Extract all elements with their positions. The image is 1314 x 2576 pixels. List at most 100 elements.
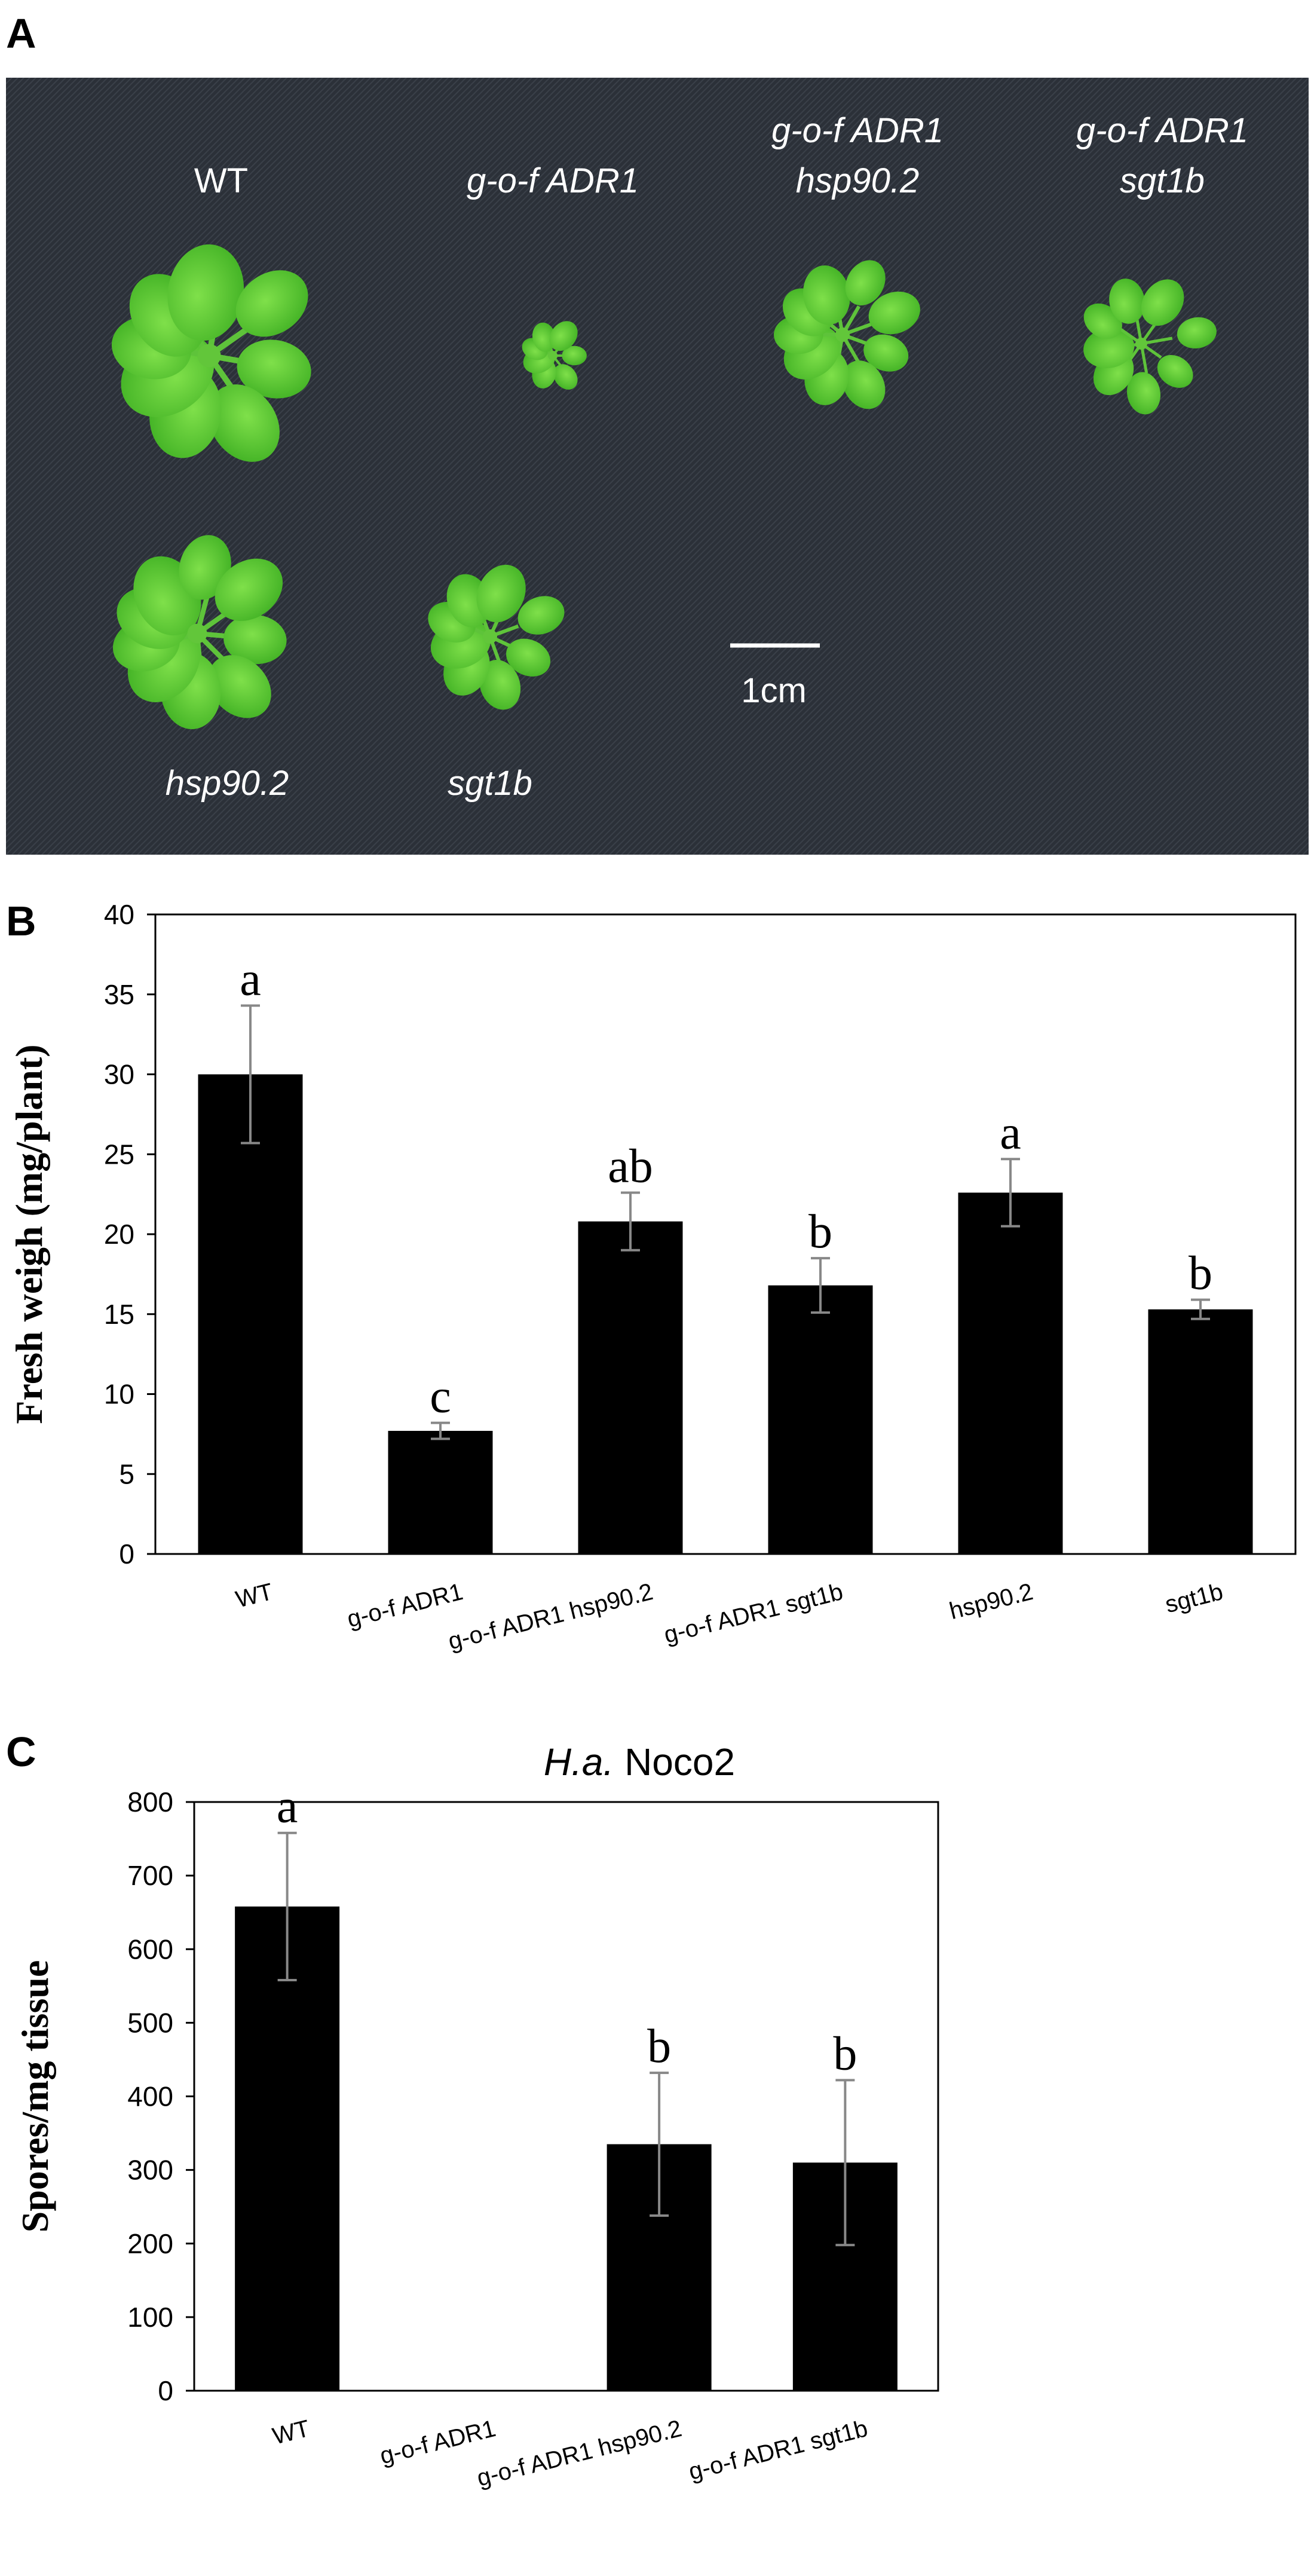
plant-photo: 1cm WT g-o-f ADR1 g-o-f ADR1 hsp90.2 g-o…	[6, 78, 1309, 855]
rosette-center	[483, 629, 497, 644]
label-hsp90: hsp90.2	[166, 764, 289, 803]
y-tick-label: 300	[127, 2155, 173, 2186]
rosette	[428, 564, 565, 710]
y-axis-label: Spores/mg tissue	[14, 1960, 56, 2233]
y-tick-label: 15	[104, 1299, 134, 1330]
y-tick-label: 600	[127, 1933, 173, 1965]
leaf	[532, 322, 556, 352]
category-label: g-o-f ADR1 sgt1b	[661, 1578, 846, 1648]
rosette-center	[835, 328, 850, 342]
significance-label: a	[1000, 1106, 1021, 1159]
bar	[388, 1431, 493, 1554]
rosette-center	[1135, 338, 1147, 350]
y-tick-label: 0	[158, 2375, 173, 2406]
y-axis-label: Fresh weigh (mg/plant)	[8, 1044, 50, 1424]
y-tick-label: 700	[127, 1860, 173, 1891]
leaf	[476, 564, 526, 623]
spores-chart: 0 100 200 300 400 500 600 700 800 Spores/mg tissu…	[14, 1780, 939, 2492]
significance-label: c	[430, 1370, 451, 1423]
leaf	[1141, 279, 1184, 326]
label-wt: WT	[194, 161, 248, 200]
category-label: g-o-f ADR1 sgt1b	[686, 2415, 870, 2485]
category-label: g-o-f ADR1 hsp90.2	[474, 2415, 685, 2492]
label-gof-adr1-hsp-line1: g-o-f ADR1	[771, 111, 944, 150]
fresh-weight-chart: 0 5 10 15 20 25 30 35 40 Fresh weigh (mg/plant) a W…	[8, 899, 1297, 1655]
leaf	[845, 260, 886, 305]
y-tick-label: 800	[127, 1786, 173, 1818]
leaf	[1109, 279, 1145, 324]
leaf	[1177, 317, 1217, 349]
plot-frame	[154, 913, 1297, 1555]
leaf	[208, 384, 280, 462]
rosette	[773, 260, 920, 409]
bar	[768, 1285, 873, 1554]
y-tick-label: 500	[127, 2007, 173, 2038]
leaf	[868, 291, 920, 335]
significance-label: a	[277, 1780, 298, 1833]
bar	[198, 1074, 303, 1554]
rosette	[522, 321, 587, 390]
y-tick-label: 25	[104, 1139, 134, 1170]
y-tick-label: 400	[127, 2081, 173, 2112]
category-label: hsp90.2	[947, 1578, 1036, 1624]
leaf	[1126, 372, 1161, 415]
significance-label: b	[647, 2020, 671, 2073]
panel-a-letter: A	[6, 10, 36, 57]
leaf	[215, 558, 283, 621]
leaf	[479, 659, 521, 710]
category-label: g-o-f ADR1	[377, 2415, 498, 2470]
category-label: sgt1b	[1163, 1578, 1226, 1618]
y-tick-label: 200	[127, 2228, 173, 2259]
leaf	[167, 244, 244, 341]
leaf	[842, 360, 886, 409]
y-tick-label: 0	[119, 1538, 134, 1570]
bar	[578, 1221, 683, 1554]
chart-c-title-rest: Noco2	[614, 1740, 735, 1783]
rosettes	[111, 244, 1217, 730]
label-sgt1b: sgt1b	[448, 764, 532, 803]
rosette	[112, 535, 287, 730]
y-tick-label: 5	[119, 1458, 134, 1489]
leaf	[517, 596, 565, 635]
panel-b-letter: B	[6, 898, 36, 944]
bar	[958, 1192, 1063, 1554]
leaf	[223, 614, 287, 665]
rosette	[1083, 279, 1217, 415]
rosette-center	[187, 623, 207, 644]
significance-label: ab	[608, 1140, 653, 1192]
rosette-center	[197, 344, 221, 368]
category-label: WT	[270, 2415, 313, 2450]
leaf	[237, 339, 311, 399]
significance-label: b	[808, 1206, 832, 1258]
y-tick-label: 35	[104, 979, 134, 1010]
leaf	[1083, 328, 1135, 369]
leaf	[562, 345, 587, 366]
category-label: g-o-f ADR1	[345, 1578, 466, 1633]
panel-c-letter: C	[6, 1728, 36, 1775]
label-gof-adr1: g-o-f ADR1	[467, 161, 639, 200]
category-label: g-o-f ADR1 hsp90.2	[446, 1578, 656, 1655]
y-tick-label: 30	[104, 1059, 134, 1090]
category-label: WT	[233, 1578, 275, 1613]
scale-label: 1cm	[741, 671, 807, 710]
label-gof-adr1-sgt-line1: g-o-f ADR1	[1076, 111, 1248, 150]
rosette-center	[548, 351, 558, 360]
chart-c-title-italic: H.a.	[544, 1740, 614, 1783]
photo-background	[6, 78, 1309, 855]
y-tick-label: 100	[127, 2302, 173, 2333]
leaf	[208, 655, 271, 718]
chart-c-title: H.a. Noco2	[544, 1740, 735, 1783]
significance-label: a	[240, 953, 261, 1005]
y-tick-label: 10	[104, 1379, 134, 1410]
label-gof-adr1-hsp-line2: hsp90.2	[796, 161, 919, 200]
leaf	[235, 270, 308, 337]
rosette	[111, 244, 311, 462]
leaf	[863, 334, 909, 372]
significance-label: b	[833, 2027, 857, 2080]
bar	[235, 1906, 340, 2391]
y-tick-label: 40	[104, 899, 134, 930]
bar	[1148, 1309, 1253, 1554]
leaf	[1157, 354, 1193, 388]
leaf	[553, 364, 578, 390]
